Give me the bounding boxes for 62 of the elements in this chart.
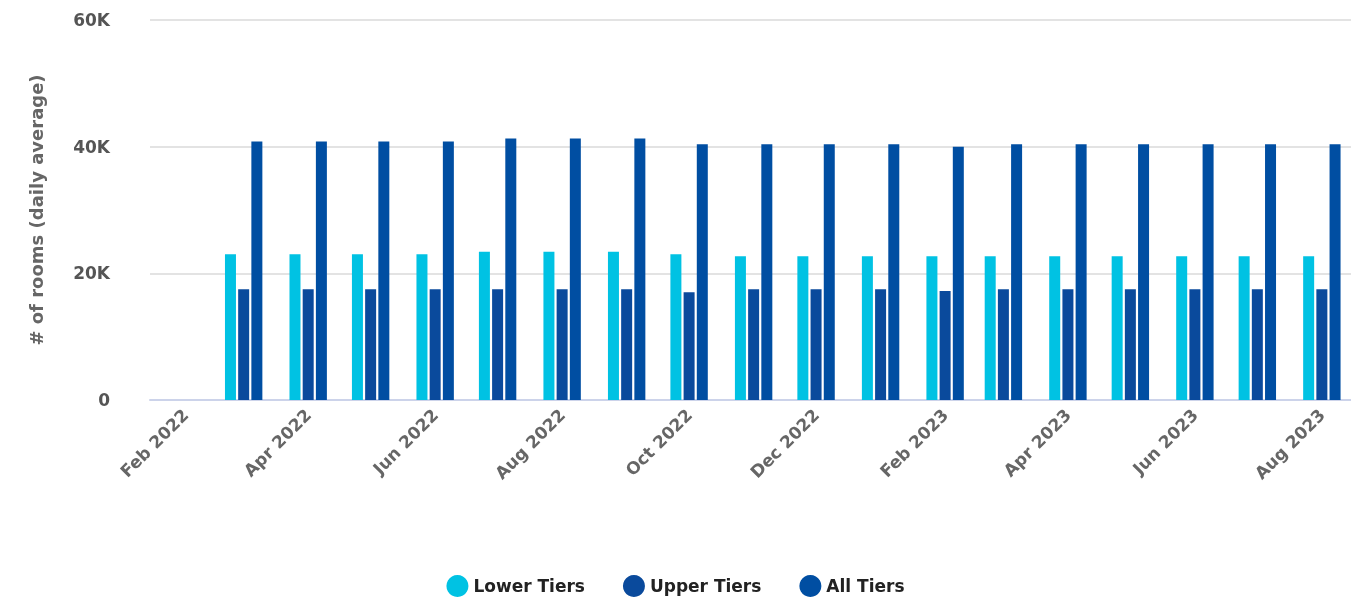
bar [683, 292, 695, 400]
y-tick-label: 0 [98, 390, 111, 410]
bar [861, 256, 873, 400]
bar [823, 144, 835, 400]
y-tick-label: 60K [73, 10, 111, 30]
bar [1202, 144, 1214, 400]
bar [1176, 256, 1188, 400]
bar [634, 138, 646, 400]
bar [1062, 289, 1074, 400]
bar [429, 289, 441, 400]
bar [378, 141, 390, 400]
bar [696, 144, 708, 400]
bar [1329, 144, 1341, 400]
bar [1189, 289, 1201, 400]
bar [289, 254, 301, 400]
bar [888, 144, 900, 400]
bar [251, 141, 263, 400]
bar [621, 289, 633, 400]
bar [1265, 144, 1277, 400]
legend-label: All Tiers [826, 576, 905, 596]
bar [224, 254, 236, 400]
bar [1049, 256, 1061, 400]
bar [302, 289, 314, 400]
bar [984, 256, 996, 400]
bar [442, 141, 454, 400]
bar [315, 141, 327, 400]
bar [607, 251, 619, 400]
bar [1238, 256, 1250, 400]
bar [670, 254, 682, 400]
bar [761, 144, 773, 400]
bar [556, 289, 568, 400]
bar [997, 289, 1009, 400]
bar [939, 291, 951, 400]
bar [416, 254, 428, 400]
bar [1011, 144, 1023, 400]
bar [478, 251, 490, 400]
bar [810, 289, 822, 400]
bar [1303, 256, 1315, 400]
bar [1138, 144, 1150, 400]
bar [875, 289, 887, 400]
bar [1316, 289, 1328, 400]
bar [1124, 289, 1136, 400]
bar [1251, 289, 1263, 400]
bar [492, 289, 504, 400]
bar [351, 254, 363, 400]
bar [365, 289, 377, 400]
bar [1111, 256, 1123, 400]
bar [238, 289, 250, 400]
y-tick-label: 40K [73, 136, 111, 157]
bar [543, 251, 555, 400]
bar [734, 256, 746, 400]
bar [569, 138, 581, 400]
bar [1075, 144, 1087, 400]
y-axis-title: # of rooms (daily average) [25, 74, 47, 346]
bar [952, 146, 964, 400]
bar [797, 256, 809, 400]
legend-label: Upper Tiers [649, 576, 762, 596]
bar [926, 256, 938, 400]
bar [748, 289, 760, 400]
legend-label: Lower Tiers [473, 576, 585, 596]
y-tick-label: 20K [73, 263, 111, 284]
bar [505, 138, 517, 400]
